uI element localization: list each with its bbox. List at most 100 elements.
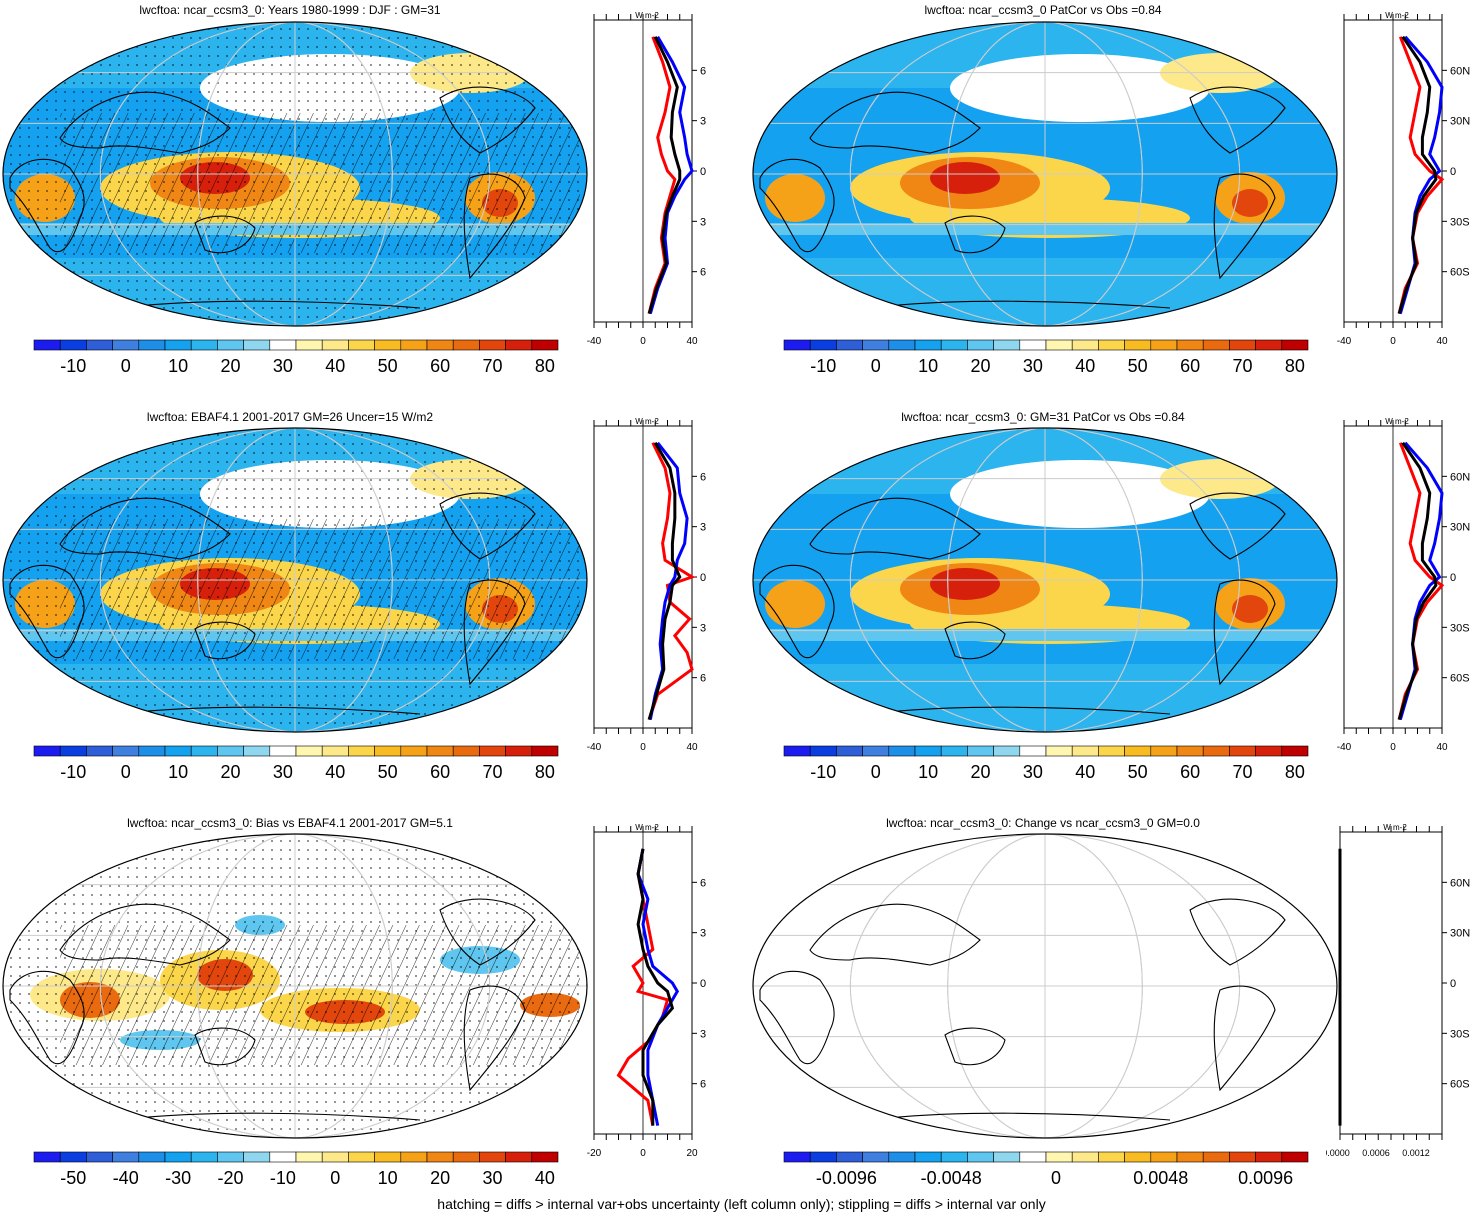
colorbar-label: 60	[1180, 762, 1200, 782]
colorbar-label: 70	[482, 762, 502, 782]
profile-units: W m-2	[1385, 11, 1409, 20]
profile-tick-label: 0	[1390, 336, 1396, 347]
colorbar-swatch	[1045, 339, 1073, 351]
colorbar-swatch	[809, 339, 837, 351]
panel-title-1: lwcftoa: ncar_ccsm3_0: Years 1980-1999 :…	[139, 3, 441, 17]
colorbar-swatch	[112, 745, 140, 757]
colorbar-swatch	[59, 1151, 87, 1163]
colorbar-swatch	[374, 339, 402, 351]
colorbar-swatch	[1045, 1151, 1073, 1163]
colorbar-swatch	[217, 1151, 244, 1163]
colorbar-swatch	[914, 1151, 942, 1163]
colorbar-swatch	[426, 339, 454, 351]
colorbar-swatch	[531, 1151, 559, 1163]
lat-label: 30N	[1450, 928, 1470, 940]
colorbar-swatch	[1176, 339, 1204, 351]
colorbar-swatch	[505, 1151, 533, 1163]
zonal-profile-1: -40 0 40 W m-2 60N 30N 0 30S 60S	[587, 11, 706, 347]
colorbar-swatch	[243, 745, 271, 757]
profile-units: W m-2	[635, 11, 659, 20]
panel-title-6: lwcftoa: ncar_ccsm3_0: Change vs ncar_cc…	[886, 816, 1200, 830]
colorbar-label: 70	[1232, 356, 1252, 376]
colorbar-label: 80	[1285, 356, 1305, 376]
colorbar-swatch	[914, 339, 942, 351]
colorbar-label: -50	[60, 1168, 86, 1188]
colorbar-label: -10	[60, 356, 86, 376]
profile-series-2	[647, 442, 682, 721]
colorbar-swatch	[479, 339, 506, 351]
colorbar-swatch	[505, 339, 533, 351]
profile-series-0	[616, 848, 670, 1126]
colorbar-label: 20	[970, 762, 990, 782]
colorbar-label: 20	[430, 1168, 450, 1188]
colorbar-swatch	[1202, 745, 1230, 757]
colorbar-swatch	[1150, 745, 1178, 757]
profile-tick-label: -40	[1337, 742, 1352, 753]
colorbar-swatch	[190, 339, 218, 351]
colorbar-label: 30	[1023, 356, 1043, 376]
colorbar-swatch	[1229, 745, 1256, 757]
panel-title-3: lwcftoa: EBAF4.1 2001-2017 GM=26 Uncer=1…	[146, 410, 434, 424]
lat-label: 30N	[1450, 116, 1470, 128]
colorbar-swatch	[1019, 339, 1047, 351]
colorbar-label: 20	[220, 762, 240, 782]
lat-label: 30N	[1450, 522, 1470, 534]
lat-label: 0	[1450, 978, 1456, 990]
colorbar-label: 40	[1075, 762, 1095, 782]
colorbar-label: 10	[918, 762, 938, 782]
colorbar-swatch	[1071, 1151, 1099, 1163]
colorbar-swatch	[86, 339, 113, 351]
colorbar-1: -100102030405060708090	[33, 339, 559, 376]
colorbar-swatch	[243, 339, 271, 351]
colorbar-swatch	[112, 1151, 140, 1163]
colorbar-swatch	[809, 745, 837, 757]
lat-label: 30S	[700, 622, 706, 634]
profile-tick-label: -20	[587, 1148, 602, 1159]
colorbar-swatch	[426, 745, 454, 757]
colorbar-swatch	[1098, 745, 1125, 757]
colorbar-swatch	[1176, 745, 1204, 757]
lat-label: 0	[1450, 166, 1456, 178]
colorbar-swatch	[836, 1151, 863, 1163]
profile-series-2	[647, 36, 682, 315]
colorbar-swatch	[1229, 339, 1256, 351]
colorbar-swatch	[138, 745, 166, 757]
colorbar-swatch	[374, 1151, 402, 1163]
colorbar-label: 0.0096	[1238, 1168, 1293, 1188]
colorbar-swatch	[452, 339, 480, 351]
colorbar-swatch	[967, 1151, 994, 1163]
colorbar-swatch	[1281, 745, 1309, 757]
colorbar-swatch	[783, 745, 811, 757]
colorbar-3: -100102030405060708090	[33, 745, 559, 782]
colorbar-swatch	[783, 339, 811, 351]
lat-label: 30S	[1450, 622, 1470, 634]
profile-tick-label: 0	[640, 336, 646, 347]
colorbar-label: 50	[378, 356, 398, 376]
colorbar-swatch	[217, 745, 244, 757]
colorbar-label: 40	[325, 356, 345, 376]
colorbar-swatch	[862, 339, 890, 351]
map-panel-6	[752, 833, 1338, 1139]
coastlines	[759, 86, 1286, 309]
colorbar-swatch	[374, 745, 402, 757]
colorbar-swatch	[836, 745, 863, 757]
map-border	[752, 21, 1338, 327]
colorbar-label: 20	[220, 356, 240, 376]
colorbar-swatch	[348, 339, 375, 351]
colorbar-label: 30	[273, 356, 293, 376]
colorbar-label: -40	[113, 1168, 139, 1188]
colorbar-swatch	[1150, 339, 1178, 351]
colorbar-swatch	[164, 745, 192, 757]
colorbar-label: 40	[535, 1168, 555, 1188]
colorbar-label: -10	[60, 762, 86, 782]
colorbar-label: -0.0096	[816, 1168, 877, 1188]
profile-tick-label: -40	[1337, 336, 1352, 347]
colorbar-label: 40	[325, 762, 345, 782]
colorbar-swatch	[505, 745, 533, 757]
colorbar-label: 70	[482, 356, 502, 376]
map-border	[2, 427, 588, 733]
map-panel-4	[752, 427, 1338, 733]
lat-label: 60S	[700, 267, 706, 279]
colorbar-label: 10	[918, 356, 938, 376]
zonal-profile-4: -40 0 40 W m-2 60N 30N 0 30S 60S	[1337, 417, 1470, 753]
